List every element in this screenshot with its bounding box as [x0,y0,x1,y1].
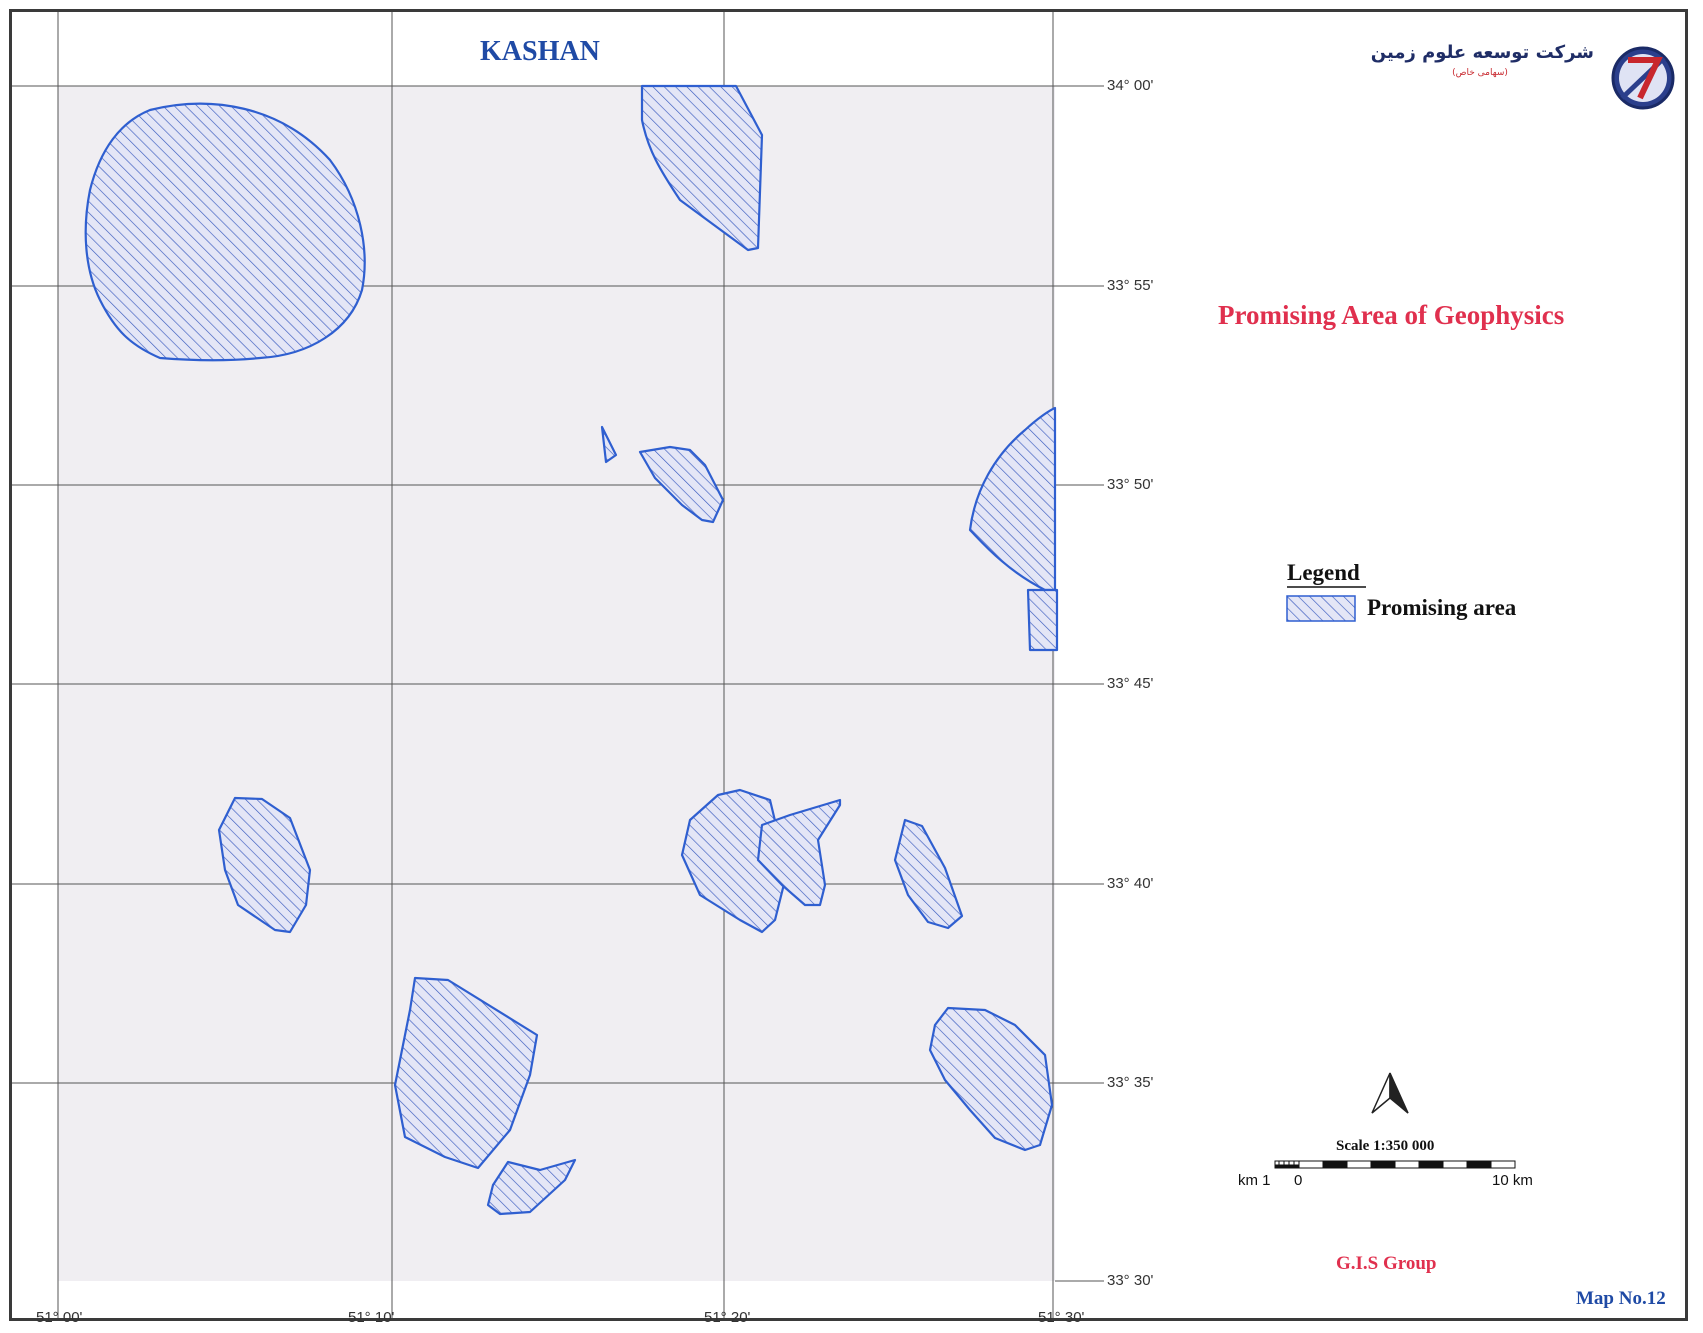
lat-label: 33° 55' [1107,277,1154,294]
map-number: Map No.12 [1576,1288,1666,1309]
scale-bar [1274,1160,1516,1169]
lat-label: 33° 35' [1107,1074,1154,1091]
map-subject: Promising Area of Geophysics [1218,300,1565,330]
promising-area-polygon [393,976,539,1170]
lat-label: 33° 30' [1107,1272,1154,1289]
promising-area-polygon [84,102,366,362]
promising-area-polygon [968,406,1057,592]
credit-label: G.I.S Group [1336,1253,1437,1274]
map-frame [9,9,1688,1321]
legend-title: Legend [1287,560,1360,585]
lon-label: 51° 20' [704,1309,751,1326]
scale-label: Scale 1:350 000 [1336,1138,1435,1154]
map-title: KASHAN [480,36,600,67]
promising-area-polygon [600,425,618,464]
promising-area-polygon [1026,588,1059,652]
promising-areas [84,84,1059,1216]
scale-right-unit: 10 km [1492,1172,1533,1189]
promising-area-polygon [928,1006,1054,1152]
lon-label: 51° 10' [348,1309,395,1326]
company-subtitle: (سهامی خاص) [1452,68,1508,78]
lon-label: 51° 30' [1038,1309,1085,1326]
legend-item-label: Promising area [1367,595,1517,620]
lat-label: 34° 00' [1107,77,1154,94]
promising-area-polygon [893,818,964,930]
scale-zero: 0 [1294,1172,1303,1189]
lon-label: 51° 00' [36,1309,83,1326]
promising-area-polygon [638,445,725,524]
promising-area-polygon [217,796,312,934]
lat-label: 33° 40' [1107,875,1154,892]
lat-ticks [1095,85,1104,1282]
lat-label: 33° 50' [1107,476,1154,493]
promising-area-polygon [640,84,764,252]
legend-swatch [1286,595,1356,622]
scale-left-unit: km 1 [1238,1172,1271,1189]
promising-area-polygon [756,798,842,907]
lat-label: 33° 45' [1107,675,1154,692]
promising-area-polygon [486,1158,577,1216]
north-arrow-icon [1371,1072,1409,1114]
company-logo [1611,46,1675,110]
company-name: شرکت توسعه علوم زمین [1370,42,1594,63]
